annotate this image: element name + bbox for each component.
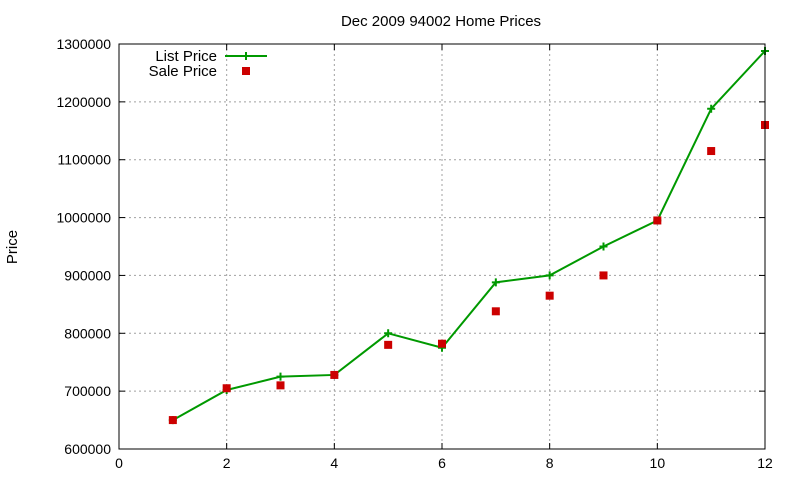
sale-price-point <box>168 416 177 425</box>
x-tick-label: 4 <box>330 455 338 471</box>
sale-price-point <box>707 147 716 156</box>
legend-label-sale-price: Sale Price <box>149 63 217 80</box>
x-tick-label: 0 <box>115 455 123 471</box>
sale-price-point <box>276 381 285 390</box>
sale-price-point <box>491 307 500 316</box>
list-price-point <box>491 278 500 287</box>
legend-label-list-price: List Price <box>155 48 217 65</box>
y-tick-label: 1100000 <box>58 152 112 168</box>
list-price-point <box>276 372 285 381</box>
list-price-point <box>545 271 554 280</box>
sale-price-point <box>330 370 339 379</box>
series-layer <box>168 46 769 425</box>
plot-frame <box>118 43 766 450</box>
x-tick-label: 6 <box>438 455 446 471</box>
axis-ticks: 0 2 4 6 8 10 12 600000 700000 800000 900000 1000000… <box>56 36 773 471</box>
x-tick-label: 12 <box>757 455 773 471</box>
sale-price-point <box>599 271 608 280</box>
y-tick-label: 1200000 <box>56 94 111 110</box>
y-tick-label: 900000 <box>64 267 111 283</box>
list-price-point <box>707 104 716 113</box>
sale-price-point <box>653 216 662 225</box>
y-tick-label: 700000 <box>64 383 111 399</box>
legend-marker-sale-price <box>242 67 250 75</box>
x-tick-label: 10 <box>650 455 666 471</box>
list-price-point <box>384 329 393 338</box>
grid <box>119 44 765 449</box>
sale-price-point <box>438 339 446 348</box>
x-tick-label: 2 <box>223 455 231 471</box>
y-axis-label: Price <box>4 230 21 264</box>
sale-price-point <box>222 384 231 393</box>
x-tick-label: 8 <box>546 455 554 471</box>
chart-title: Dec 2009 94002 Home Prices <box>341 13 541 30</box>
list-price-point <box>599 242 608 251</box>
sale-price-point <box>384 340 393 349</box>
y-tick-label: 600000 <box>64 441 111 457</box>
sale-price-point <box>545 291 554 300</box>
list-price-line <box>172 50 766 421</box>
y-tick-label: 1300000 <box>56 36 111 52</box>
legend-marker-list-price <box>242 52 250 60</box>
y-tick-label: 1000000 <box>56 210 111 226</box>
y-tick-label: 800000 <box>64 325 111 341</box>
